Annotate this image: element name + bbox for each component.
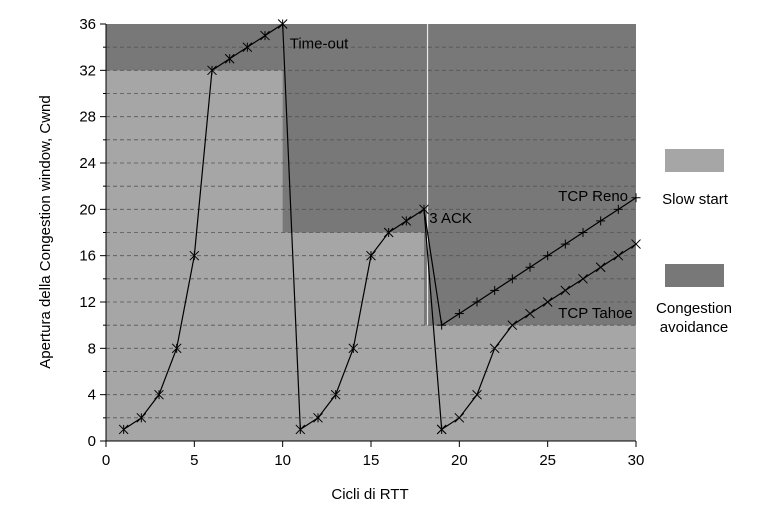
axis-layer: 0 4 8 12 16 20 24 28 32 36 0 5 10 15 20 25 30: [79, 16, 644, 469]
marker-start-1: [118, 424, 129, 435]
marker-tcp-reno-19: [437, 320, 447, 330]
legend-label-slow-start: Slow start: [662, 191, 729, 208]
legend-swatch-slow-start: [665, 149, 724, 172]
marker-tcp-tahoe-23: [507, 320, 518, 331]
marker-tcp-tahoe-20: [454, 412, 465, 423]
marker-start-5: [189, 250, 200, 261]
series-line-tcp-tahoe: [441, 243, 637, 430]
legend: Slow start Congestion avoidance: [656, 149, 732, 336]
marker-tcp-reno-22: [490, 285, 500, 295]
legend-swatch-congestion-avoidance: [665, 264, 724, 287]
x-tick-label-5: 5: [190, 452, 198, 469]
annotation-tcp-tahoe: TCP Tahoe: [558, 305, 633, 322]
marker-start-10: [277, 19, 288, 29]
y-tick-label-32: 32: [79, 62, 96, 79]
y-tick-label-4: 4: [88, 387, 96, 404]
marker-tcp-reno-28: [596, 216, 606, 226]
marker-start-11: [295, 424, 306, 435]
marker-start-6: [207, 65, 217, 76]
marker-tcp-tahoe-25: [542, 297, 553, 307]
marker-start-14: [348, 343, 359, 354]
annotation-3-ack: 3 ACK: [429, 210, 472, 227]
x-axis-title: Cicli di RTT: [331, 486, 408, 503]
marker-tcp-reno-21: [472, 297, 482, 307]
y-tick-label-28: 28: [79, 109, 96, 126]
x-tick-label-30: 30: [628, 452, 645, 469]
x-tick-label-20: 20: [451, 452, 468, 469]
annotation-tcp-reno: TCP Reno: [558, 188, 628, 205]
y-tick-label-24: 24: [79, 155, 96, 172]
x-tick-label-0: 0: [102, 452, 110, 469]
marker-tcp-tahoe-26: [560, 285, 571, 296]
marker-tcp-reno-30: [631, 193, 641, 203]
marker-tcp-reno-27: [578, 228, 588, 237]
x-tick-label-15: 15: [363, 452, 380, 469]
congestion-avoidance-region-3: [424, 24, 636, 326]
marker-start-7: [224, 53, 235, 64]
marker-start-16: [383, 227, 394, 238]
marker-tcp-tahoe-29: [613, 250, 624, 261]
y-tick-label-0: 0: [88, 433, 96, 450]
x-tick-label-10: 10: [274, 452, 291, 469]
marker-tcp-tahoe-24: [525, 308, 535, 319]
marker-tcp-reno-20: [454, 309, 464, 319]
marker-start-2: [136, 412, 147, 423]
y-axis-title: Apertura della Congestion window, Cwnd: [37, 95, 54, 369]
y-tick-label-8: 8: [88, 340, 96, 357]
marker-tcp-tahoe-22: [489, 343, 500, 354]
annotation-layer: Time-out 3 ACK TCP Reno TCP Tahoe: [290, 35, 633, 322]
annotation-time-out: Time-out: [290, 35, 349, 52]
marker-tcp-tahoe-28: [595, 262, 606, 273]
marker-start-13: [330, 389, 341, 400]
marker-start-15: [366, 250, 376, 261]
y-tick-label-12: 12: [79, 294, 96, 311]
marker-start-12: [313, 412, 323, 423]
series-layer: [118, 19, 641, 435]
marker-start-3: [154, 389, 164, 400]
marker-tcp-tahoe-19: [436, 424, 447, 435]
marker-tcp-reno-23: [507, 274, 517, 284]
marker-tcp-tahoe-21: [472, 389, 482, 400]
marker-start-9: [260, 30, 270, 41]
marker-start-17: [401, 216, 412, 226]
marker-tcp-tahoe-30: [631, 239, 641, 249]
y-tick-label-20: 20: [79, 201, 96, 218]
marker-tcp-reno-29: [613, 204, 623, 214]
legend-label-congestion: Congestion: [656, 300, 732, 317]
marker-tcp-tahoe-27: [578, 273, 588, 284]
x-tick-label-25: 25: [539, 452, 556, 469]
marker-tcp-reno-25: [543, 251, 553, 261]
marker-start-8: [242, 42, 253, 53]
legend-label-avoidance: avoidance: [660, 319, 728, 336]
marker-tcp-reno-26: [560, 239, 570, 249]
y-tick-label-36: 36: [79, 16, 96, 33]
marker-tcp-reno-24: [525, 262, 535, 272]
y-tick-label-16: 16: [79, 248, 96, 265]
congestion-avoidance-region-2: [282, 24, 424, 233]
marker-start-4: [171, 343, 182, 354]
